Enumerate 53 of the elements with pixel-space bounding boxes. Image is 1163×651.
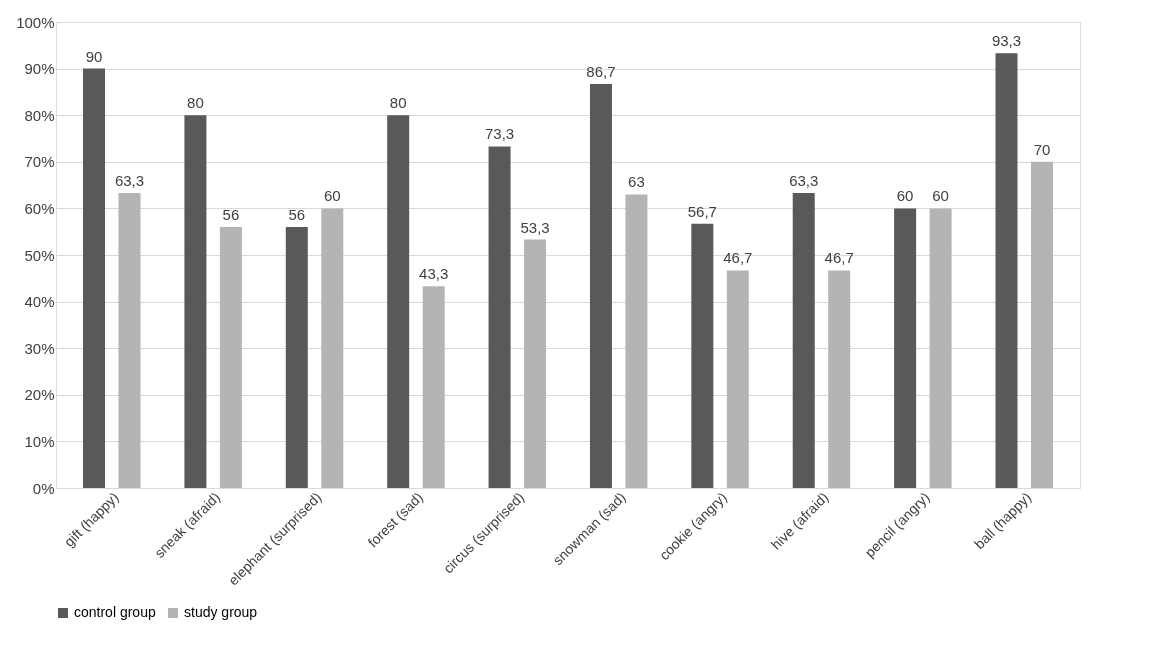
data-label: 60: [896, 187, 914, 205]
data-label: 46,7: [723, 249, 753, 267]
data-label: 56,7: [687, 202, 717, 220]
bar: [1030, 161, 1053, 488]
bar: [894, 208, 917, 488]
bar: [726, 270, 749, 488]
y-tick-label: 100%: [16, 13, 55, 31]
bar: [488, 146, 511, 488]
bar: [118, 193, 141, 488]
data-label: 46,7: [824, 249, 854, 267]
y-tick-label: 70%: [24, 153, 55, 171]
y-tick-label: 20%: [24, 386, 55, 404]
y-tick-label: 90%: [24, 60, 55, 78]
data-label: 73,3: [484, 125, 515, 143]
y-tick-label: 60%: [24, 199, 55, 217]
bar: [219, 227, 242, 488]
data-label: 60: [323, 187, 341, 205]
y-tick-label: 0%: [32, 479, 55, 497]
y-tick-label: 80%: [24, 106, 55, 124]
bar: [387, 115, 410, 488]
bar: [524, 239, 547, 488]
data-label: 90: [85, 47, 103, 65]
data-label: 86,7: [586, 62, 616, 80]
y-tick-label: 10%: [24, 432, 55, 450]
bar: [83, 68, 106, 488]
y-tick-label: 50%: [24, 246, 55, 264]
data-label: 93,3: [991, 32, 1022, 50]
bar: [625, 194, 648, 488]
data-label: 63: [628, 173, 645, 191]
y-tick-label: 30%: [24, 339, 55, 357]
bar: [184, 115, 207, 488]
data-label: 80: [389, 94, 407, 112]
data-label: 56: [288, 206, 306, 224]
legend-label: study group: [184, 604, 258, 620]
data-label: 53,3: [520, 218, 550, 236]
data-label: 80: [187, 94, 204, 112]
legend-label: control group: [74, 604, 156, 620]
y-tick-label: 40%: [24, 293, 55, 311]
bar: [321, 208, 344, 488]
data-label: 70: [1033, 140, 1051, 158]
data-label: 63,3: [114, 172, 145, 190]
bar: [828, 270, 851, 488]
data-label: 56: [222, 206, 240, 224]
bar: [995, 53, 1018, 488]
data-label: 63,3: [789, 172, 819, 190]
bar: [422, 286, 445, 488]
bar: [589, 83, 612, 488]
data-label: 60: [932, 187, 949, 205]
bar: [691, 223, 714, 488]
bar: [285, 227, 308, 488]
bar: [792, 193, 815, 488]
data-label: 43,3: [419, 265, 449, 283]
bar: [929, 208, 952, 488]
